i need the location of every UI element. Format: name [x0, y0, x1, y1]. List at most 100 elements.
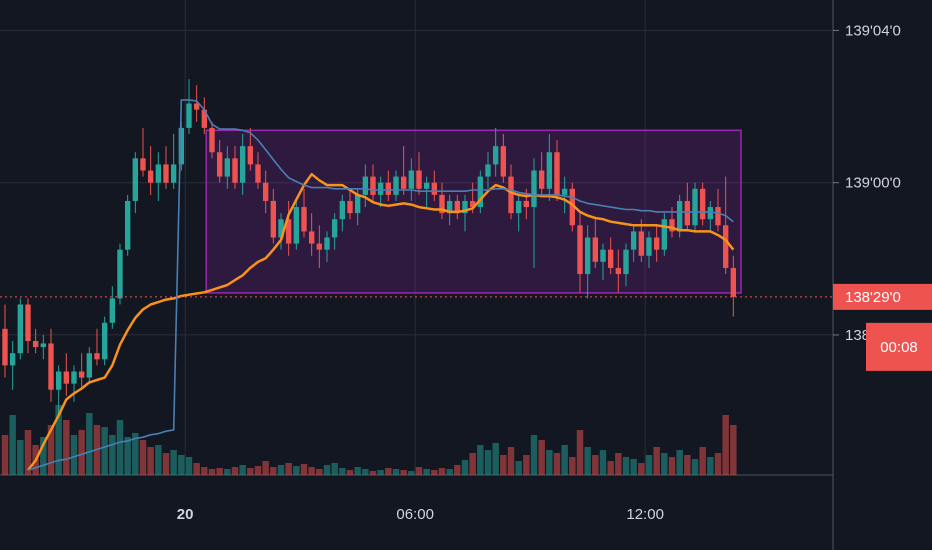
candle-body: [584, 237, 591, 275]
candle-body: [55, 371, 62, 390]
candle-body: [232, 158, 238, 183]
candle-body: [25, 304, 31, 342]
candle-body: [209, 127, 215, 153]
candle-body: [431, 182, 438, 195]
candle-body: [393, 176, 399, 195]
candle-body: [592, 237, 599, 262]
candle-body: [163, 164, 169, 183]
candle-body: [147, 170, 154, 183]
candle-body: [669, 219, 675, 232]
y-tick-label: 139'00'0: [845, 175, 901, 192]
candle-body: [132, 158, 139, 201]
candle-body: [661, 219, 668, 250]
volume-bar: [178, 455, 185, 475]
volume-bar: [469, 453, 476, 475]
volume-bar: [446, 469, 453, 475]
candle-body: [270, 200, 277, 238]
volume-bar: [70, 435, 78, 475]
candle-body: [362, 176, 369, 195]
last-price-label: 138'29'0: [845, 289, 901, 306]
volume-bar: [254, 466, 262, 475]
candle-body: [416, 170, 422, 189]
volume-bar: [423, 469, 430, 475]
volume-bar: [615, 453, 622, 475]
volume-bar: [507, 447, 515, 475]
candle-body: [508, 176, 514, 214]
volume-bar: [592, 455, 599, 475]
candle-body: [262, 182, 269, 201]
volume-bar: [515, 461, 522, 475]
volume-bar: [584, 447, 591, 475]
volume-bar: [170, 450, 177, 475]
volume-bar: [438, 468, 446, 475]
volume-bar: [553, 453, 561, 475]
candle-body: [722, 225, 729, 268]
candle-body: [308, 231, 315, 244]
candle-body: [140, 158, 146, 171]
candle-body: [32, 341, 39, 348]
volume-bar: [323, 465, 331, 475]
candle-body: [684, 200, 691, 226]
volume-bar: [699, 447, 706, 475]
volume-bar: [415, 467, 423, 475]
volume-bar: [47, 425, 55, 475]
candle-body: [94, 353, 100, 360]
volume-bar: [216, 468, 223, 475]
volume-bar: [653, 447, 660, 475]
volume-bar: [561, 445, 568, 475]
volume-bar: [24, 430, 32, 475]
volume-bar: [9, 415, 16, 475]
volume-bar: [730, 425, 737, 475]
candle-body: [462, 200, 468, 214]
volume-bar: [346, 470, 354, 475]
volume-bar: [714, 453, 722, 475]
volume-bar: [78, 430, 85, 475]
volume-bar: [147, 447, 154, 475]
volume-bar: [645, 455, 653, 475]
candle-body: [607, 249, 614, 268]
volume-bar: [208, 469, 216, 475]
candle-body: [531, 170, 537, 208]
volume-bar: [538, 440, 545, 475]
candle-body: [623, 249, 629, 275]
candle-body: [638, 231, 645, 256]
candle-body: [554, 152, 560, 195]
candle-body: [546, 152, 553, 189]
volume-bar: [638, 463, 645, 475]
indicator-line: [27, 172, 735, 471]
volume-bar: [622, 457, 630, 475]
volume-bar: [300, 464, 308, 475]
candle-body: [439, 194, 445, 214]
candle-body: [285, 219, 292, 244]
candle-body: [538, 170, 545, 189]
candle-body: [569, 188, 576, 226]
candle-body: [630, 231, 637, 250]
volume-bar: [285, 463, 292, 475]
candle-body: [676, 200, 683, 232]
candle-body: [331, 219, 338, 238]
volume-bar: [484, 450, 492, 475]
volume-bar: [676, 450, 683, 475]
volume-bar: [492, 443, 499, 475]
volume-bar: [722, 415, 729, 475]
candle-body: [201, 109, 208, 128]
candle-body: [715, 207, 721, 226]
candle-body: [224, 158, 231, 177]
volume-bar: [316, 469, 323, 475]
candle-body: [2, 328, 8, 366]
candle-body: [124, 200, 131, 250]
volume-bar: [17, 440, 24, 475]
candle-body: [339, 200, 346, 220]
candle-body: [707, 207, 714, 220]
volume-bar: [201, 467, 208, 475]
candle-body: [385, 182, 392, 195]
candle-body: [193, 103, 200, 110]
candle-body: [408, 170, 415, 189]
y-tick-label: 139'04'0: [845, 22, 901, 39]
volume-bar: [185, 457, 193, 475]
volume-bar: [599, 450, 607, 475]
volume-bar: [55, 405, 62, 475]
candle-body: [561, 188, 568, 195]
